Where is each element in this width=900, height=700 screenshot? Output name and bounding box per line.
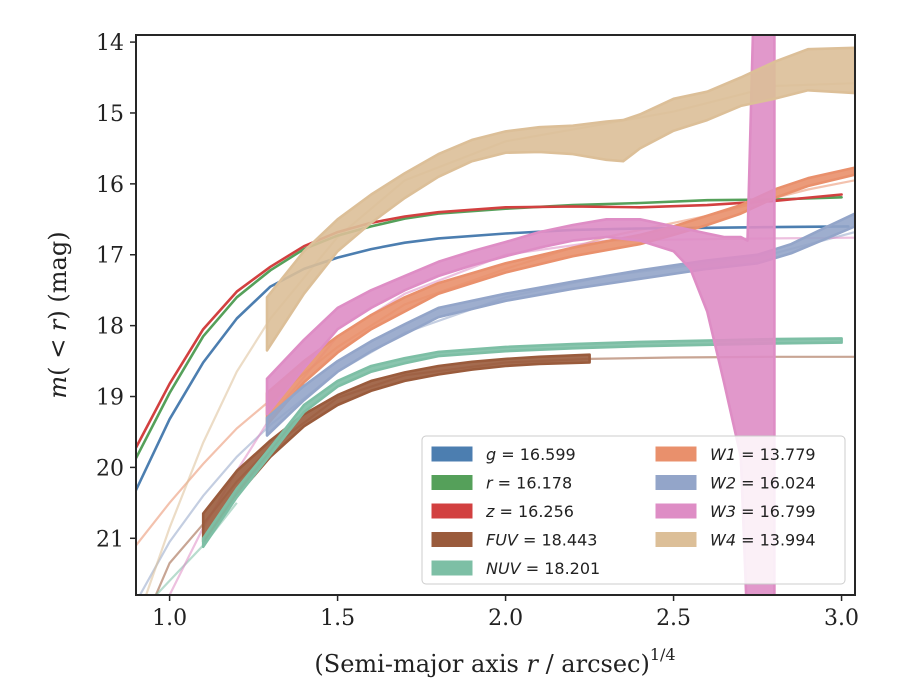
- legend-swatch: [655, 475, 697, 490]
- series-band-w1: [265, 166, 855, 427]
- y-tick-label: 14: [96, 31, 124, 56]
- legend-label: W1 = 13.779: [710, 445, 816, 464]
- y-tick-label: 18: [96, 315, 124, 340]
- y-tick-label: 19: [96, 386, 124, 411]
- legend-entry-w3: W3 = 16.799: [655, 502, 816, 521]
- legend-swatch: [655, 503, 697, 519]
- legend-label: r = 16.178: [486, 474, 572, 493]
- x-tick-label: 2.5: [656, 606, 691, 631]
- y-tick-label: 20: [96, 456, 124, 481]
- legend-label: FUV = 18.443: [486, 531, 597, 550]
- series-band-nuv: [201, 337, 843, 549]
- series-band-w2: [265, 212, 855, 437]
- legend-entry-w1: W1 = 13.779: [655, 445, 816, 464]
- legend-entry-w2: W2 = 16.024: [655, 474, 816, 493]
- legend-box: [421, 435, 846, 585]
- legend-entry-z: z = 16.256: [431, 502, 574, 521]
- legend-entry-nuv: NUV = 18.201: [431, 559, 600, 578]
- legend-label: NUV = 18.201: [486, 559, 600, 578]
- series-band-z: [136, 193, 843, 449]
- legend-label: W3 = 16.799: [710, 502, 816, 521]
- legend-label: z = 16.256: [485, 502, 574, 521]
- series-band-fuv: [201, 353, 591, 544]
- legend-entry-r: r = 16.178: [431, 474, 572, 493]
- plot-frame: [135, 34, 856, 596]
- legend-entry-g: g = 16.599: [431, 445, 576, 464]
- x-axis: 1.0 1.5 2.0 2.5 3.0: [152, 595, 859, 631]
- series-band-w3: [265, 35, 776, 595]
- x-tick-label: 1.5: [320, 606, 355, 631]
- x-tick-label: 3.0: [824, 606, 859, 631]
- legend-swatch: [431, 475, 473, 490]
- legend-swatch: [431, 446, 473, 462]
- y-axis: 14 15 16 17 18 19 20 21: [96, 31, 136, 552]
- y-tick-label: 15: [96, 102, 124, 127]
- legend-swatch: [655, 446, 697, 462]
- x-tick-label: 1.0: [152, 606, 187, 631]
- legend-label: W4 = 13.994: [710, 531, 816, 550]
- legend-entry-fuv: FUV = 18.443: [431, 531, 597, 550]
- series-band-r: [136, 196, 843, 460]
- x-tick-label: 2.0: [488, 606, 523, 631]
- legend-label: g = 16.599: [486, 445, 576, 464]
- legend-swatch: [655, 532, 697, 547]
- legend-swatch: [431, 560, 473, 576]
- y-tick-label: 16: [96, 173, 124, 198]
- y-tick-label: 21: [96, 527, 124, 552]
- legend-label: W2 = 16.024: [710, 474, 816, 493]
- y-tick-label: 17: [96, 244, 124, 269]
- x-axis-label: (Semi-major axis r / arcsec)1/4: [314, 645, 675, 678]
- legend: g = 16.599 r = 16.178 z = 16.256 FUV = 18.4…: [421, 435, 846, 585]
- series-band-w4: [265, 46, 855, 352]
- legend-swatch: [431, 503, 473, 519]
- series-layer: [136, 35, 855, 595]
- legend-swatch: [431, 532, 473, 547]
- legend-entry-w4: W4 = 13.994: [655, 531, 816, 550]
- y-axis-label: m( < r) (mag): [44, 231, 72, 398]
